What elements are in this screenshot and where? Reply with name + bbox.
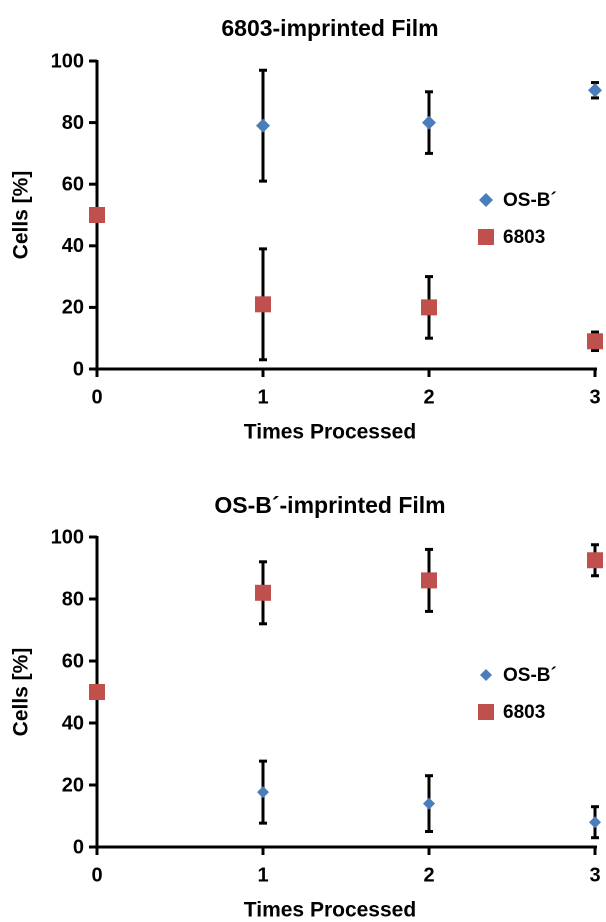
x-axis-label: Times Processed	[244, 899, 416, 922]
x-tick-label: 3	[589, 386, 600, 408]
marker	[256, 118, 270, 133]
y-tick-label: 40	[62, 712, 84, 734]
x-tick-label: 0	[91, 864, 102, 886]
legend-marker	[480, 669, 492, 681]
marker	[587, 552, 603, 569]
x-axis-label: Times Processed	[244, 421, 416, 444]
y-tick-label: 60	[62, 173, 84, 195]
marker	[421, 299, 437, 316]
legend-label: 6803	[503, 227, 545, 248]
marker	[255, 296, 271, 313]
marker	[89, 684, 105, 700]
y-tick-label: 100	[51, 50, 84, 72]
marker	[257, 786, 269, 799]
x-tick-label: 2	[423, 386, 434, 408]
marker	[421, 572, 437, 589]
y-tick-label: 20	[62, 774, 84, 796]
marker	[89, 207, 105, 223]
y-tick-label: 100	[51, 526, 84, 548]
x-tick-label: 3	[589, 864, 600, 886]
legend-label: OS-B´	[503, 190, 557, 211]
marker	[588, 83, 602, 98]
chart-title: 6803-imprinted Film	[221, 15, 438, 41]
chart-title: OS-B´-imprinted Film	[214, 492, 445, 518]
y-tick-label: 0	[73, 358, 84, 380]
y-tick-label: 40	[62, 235, 84, 257]
y-tick-label: 20	[62, 297, 84, 319]
y-axis-label: Cells [%]	[10, 171, 33, 260]
legend-marker	[479, 193, 493, 207]
y-tick-label: 60	[62, 650, 84, 672]
x-tick-label: 1	[257, 864, 268, 886]
legend-label: 6803	[503, 702, 545, 723]
y-tick-label: 80	[62, 112, 84, 134]
marker	[423, 797, 435, 810]
y-axis-label: Cells [%]	[10, 648, 33, 737]
marker	[589, 816, 601, 829]
legend-marker	[478, 229, 494, 245]
marker	[587, 333, 603, 350]
legend-label: OS-B´	[503, 665, 557, 686]
marker	[422, 115, 436, 130]
x-tick-label: 2	[423, 864, 434, 886]
x-tick-label: 1	[257, 386, 268, 408]
y-tick-label: 80	[62, 588, 84, 610]
legend-marker	[478, 704, 494, 720]
y-tick-label: 0	[73, 836, 84, 858]
marker	[255, 584, 271, 601]
x-tick-label: 0	[91, 386, 102, 408]
